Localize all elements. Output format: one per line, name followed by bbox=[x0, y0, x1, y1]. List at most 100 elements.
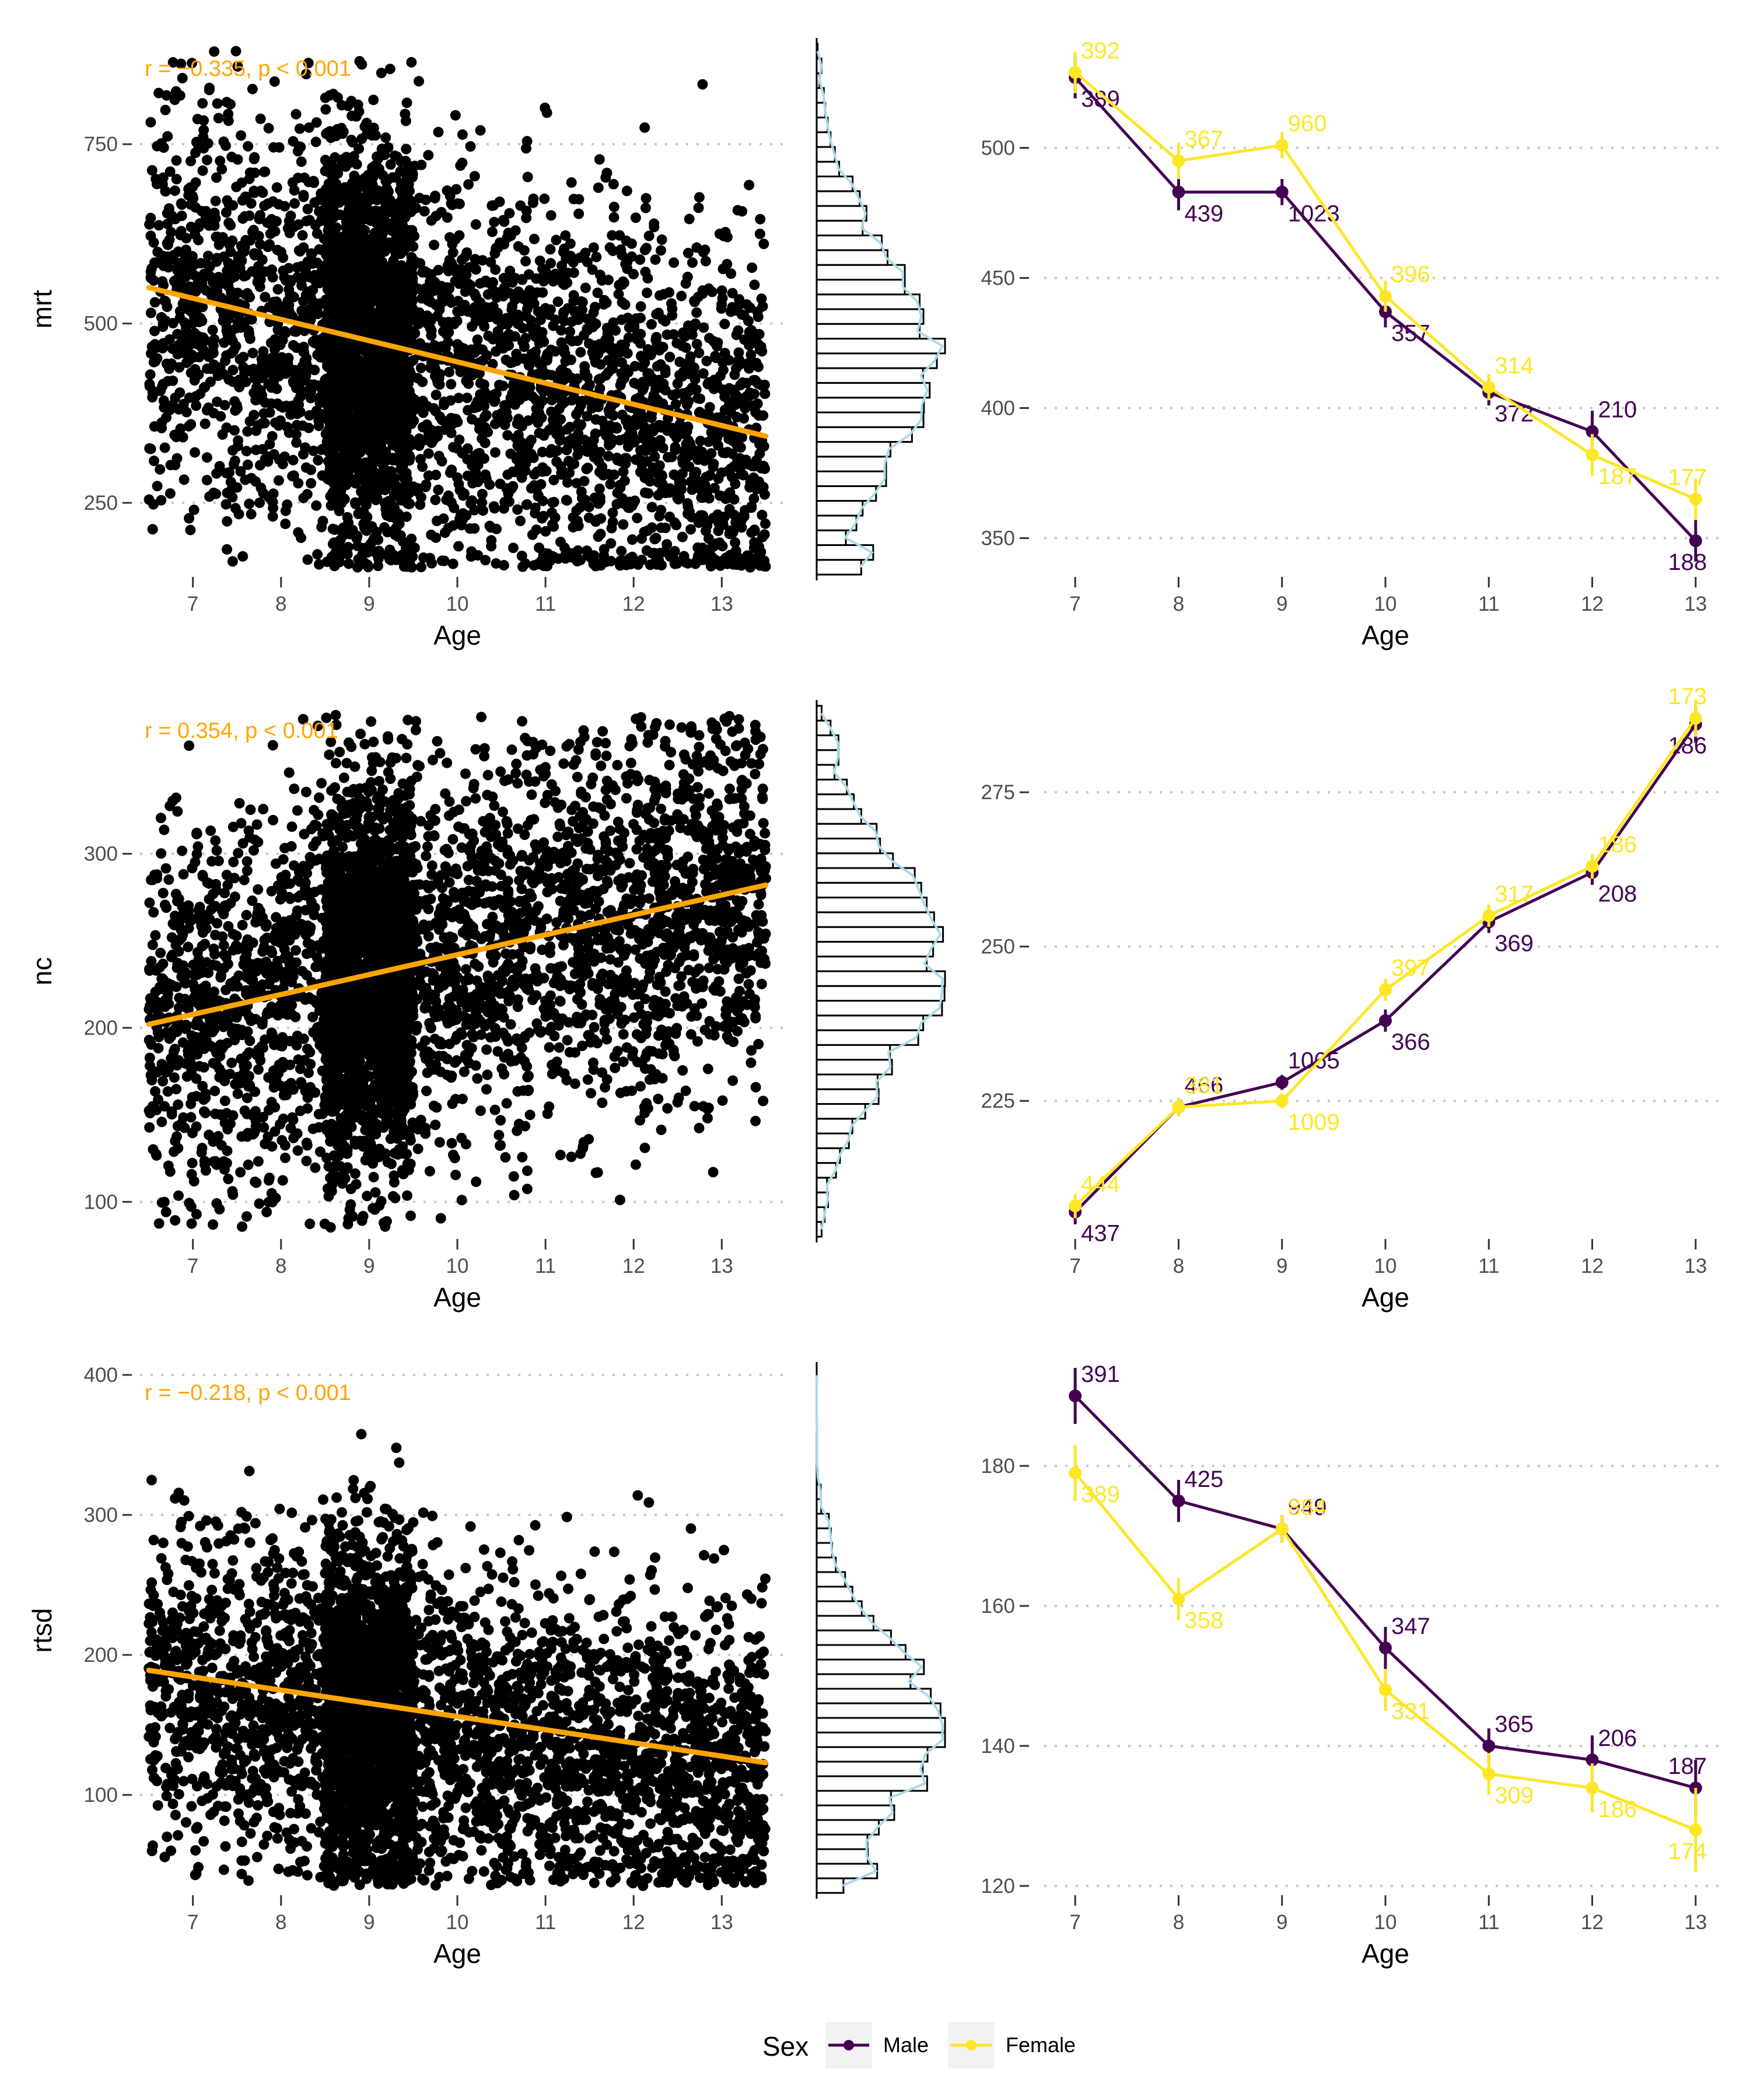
scatter-point bbox=[358, 542, 369, 554]
scatter-point bbox=[388, 434, 399, 445]
scatter-point bbox=[216, 164, 228, 175]
scatter-point bbox=[698, 247, 709, 258]
scatter-point bbox=[296, 156, 307, 167]
scatter-point bbox=[755, 547, 766, 558]
scatter-point bbox=[346, 179, 358, 190]
scatter-point bbox=[524, 360, 535, 371]
scatter-point bbox=[320, 92, 331, 103]
mrt-scatter-hist-bar bbox=[816, 160, 841, 178]
scatter-point bbox=[720, 227, 731, 237]
scatter-point bbox=[565, 326, 576, 337]
scatter-point bbox=[533, 358, 544, 369]
nc-scatter-xtick-label: 9 bbox=[363, 1255, 374, 1278]
scatter-point bbox=[183, 421, 194, 432]
scatter-point bbox=[640, 192, 652, 204]
scatter-point bbox=[269, 76, 280, 87]
scatter-point bbox=[302, 204, 313, 215]
scatter-point bbox=[421, 315, 432, 326]
scatter-point bbox=[169, 185, 180, 196]
scatter-point bbox=[350, 279, 361, 290]
scatter-point bbox=[640, 202, 651, 214]
mrt-scatter-xtick-label: 10 bbox=[446, 593, 469, 615]
scatter-point bbox=[255, 113, 266, 124]
scatter-point bbox=[760, 518, 771, 529]
scatter-point bbox=[716, 285, 727, 296]
scatter-point bbox=[379, 320, 390, 331]
scatter-point bbox=[200, 335, 211, 346]
scatter-point bbox=[348, 154, 359, 165]
scatter-point bbox=[734, 397, 746, 408]
mrt-scatter-correlation-label: r = −0.335, p < 0.001 bbox=[145, 57, 351, 81]
scatter-point bbox=[573, 208, 584, 219]
scatter-point bbox=[345, 401, 356, 412]
scatter-point bbox=[264, 218, 275, 229]
scatter-point bbox=[556, 260, 567, 271]
scatter-point bbox=[268, 353, 279, 364]
scatter-point bbox=[680, 342, 691, 353]
scatter-point bbox=[246, 509, 257, 520]
scatter-point bbox=[298, 190, 309, 201]
scatter-point bbox=[620, 458, 631, 469]
scatter-point bbox=[360, 182, 371, 193]
scatter-point bbox=[678, 329, 689, 340]
scatter-point bbox=[245, 235, 256, 246]
scatter-point bbox=[466, 546, 477, 557]
scatter-point bbox=[749, 279, 760, 290]
scatter-point bbox=[220, 468, 232, 478]
scatter-point bbox=[664, 287, 675, 298]
scatter-point bbox=[521, 386, 532, 396]
scatter-point bbox=[275, 415, 286, 426]
scatter-point bbox=[558, 343, 569, 354]
scatter-point bbox=[555, 461, 566, 472]
scatter-point bbox=[342, 100, 354, 111]
scatter-point bbox=[430, 190, 440, 201]
scatter-point bbox=[748, 493, 760, 504]
scatter-point bbox=[320, 374, 331, 386]
scatter-point bbox=[430, 390, 442, 400]
scatter-point bbox=[519, 341, 530, 352]
scatter-point bbox=[515, 516, 526, 526]
scatter-point bbox=[582, 545, 593, 556]
scatter-point bbox=[467, 495, 478, 506]
scatter-point bbox=[201, 405, 212, 416]
scatter-point bbox=[475, 125, 486, 136]
scatter-point bbox=[211, 172, 222, 183]
scatter-point bbox=[649, 534, 660, 545]
scatter-point bbox=[338, 522, 349, 533]
scatter-point bbox=[738, 413, 750, 424]
scatter-point bbox=[220, 140, 231, 151]
scatter-point bbox=[215, 155, 226, 166]
scatter-point bbox=[531, 411, 542, 422]
scatter-point bbox=[258, 488, 269, 499]
scatter-point bbox=[469, 345, 480, 356]
scatter-point bbox=[356, 462, 368, 473]
scatter-point bbox=[575, 502, 586, 513]
scatter-point bbox=[369, 231, 380, 242]
nc-scatter-points bbox=[144, 710, 771, 1233]
scatter-point bbox=[166, 227, 177, 237]
scatter-point bbox=[738, 457, 750, 468]
scatter-point bbox=[556, 398, 568, 410]
scatter-point bbox=[628, 269, 639, 279]
scatter-point bbox=[164, 404, 175, 415]
scatter-point bbox=[513, 442, 524, 453]
scatter-point bbox=[693, 202, 704, 214]
scatter-point bbox=[704, 332, 715, 344]
nc-scatter-xtick-label: 10 bbox=[446, 1255, 469, 1278]
scatter-point bbox=[254, 497, 265, 508]
scatter-point bbox=[376, 68, 387, 79]
mrt-scatter-ytick-label: 250 bbox=[84, 492, 118, 514]
scatter-point bbox=[443, 337, 453, 348]
scatter-point bbox=[256, 366, 267, 377]
mrt-scatter-ylabel: mrt bbox=[27, 290, 57, 329]
scatter-point bbox=[480, 275, 491, 286]
scatter-point bbox=[338, 439, 349, 450]
scatter-point bbox=[358, 494, 369, 505]
scatter-point bbox=[759, 529, 770, 540]
scatter-point bbox=[418, 292, 429, 303]
scatter-point bbox=[369, 431, 380, 442]
scatter-point bbox=[758, 1096, 769, 1107]
scatter-point bbox=[192, 114, 203, 125]
scatter-point bbox=[522, 1166, 533, 1176]
scatter-point bbox=[564, 334, 575, 345]
